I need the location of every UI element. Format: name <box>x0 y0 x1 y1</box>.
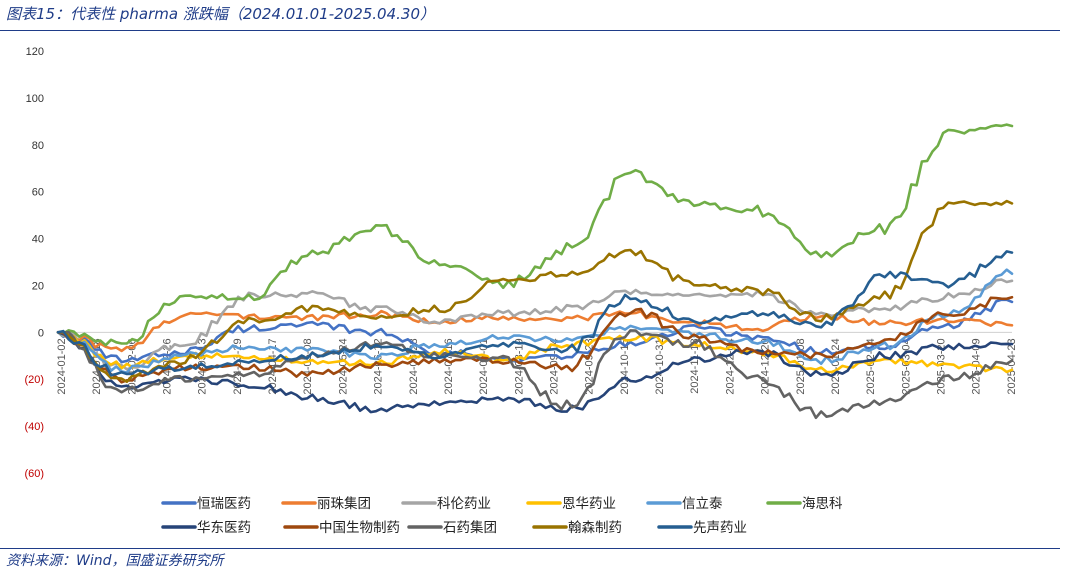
legend-item: 恩华药业 <box>526 496 616 512</box>
title-rule <box>0 30 1060 31</box>
legend-label: 先声药业 <box>693 520 747 536</box>
x-tick-label: 2025-02-14 <box>865 338 877 394</box>
legend-label: 中国生物制药 <box>319 520 400 536</box>
y-axis: 120 100 80 60 40 20 0 (20) (40) (60) <box>24 46 1012 480</box>
y-tick-label: 20 <box>32 280 44 292</box>
legend-item: 中国生物制药 <box>283 520 400 536</box>
series-line-6 <box>56 331 1014 414</box>
legend-item: 先声药业 <box>657 520 747 536</box>
y-tick-label: (60) <box>24 468 44 480</box>
legend-label: 翰森制药 <box>568 520 622 536</box>
x-tick-label: 2025-03-04 <box>900 338 912 394</box>
legend-label: 海思科 <box>802 496 843 512</box>
series-line-3 <box>56 331 1014 374</box>
y-tick-label: 40 <box>32 234 44 246</box>
series-lines <box>56 123 1014 420</box>
legend-item: 丽珠集团 <box>281 496 371 512</box>
x-tick-label: 2024-10-31 <box>654 338 666 394</box>
series-line-5 <box>56 123 1014 347</box>
legend-label: 恩华药业 <box>562 496 616 512</box>
y-tick-label: 0 <box>38 327 44 339</box>
x-tick-label: 2024-08-01 <box>478 338 490 394</box>
legend-item: 恒瑞医药 <box>161 496 251 512</box>
line-chart: 120 100 80 60 40 20 0 (20) (40) (60) 2024-01-02 20… <box>24 46 1018 536</box>
series-line-10 <box>56 250 1014 377</box>
legend-item: 翰森制药 <box>532 520 622 536</box>
y-tick-label: 80 <box>32 140 44 152</box>
series-line-7 <box>56 295 1014 384</box>
legend-item: 科伦药业 <box>401 496 491 512</box>
x-tick-label: 2024-01-02 <box>56 338 68 394</box>
x-tick-label: 2024-06-12 <box>373 338 385 394</box>
x-tick-label: 2024-11-18 <box>689 338 701 393</box>
legend-item: 石药集团 <box>407 520 497 536</box>
series-line-1 <box>56 309 1014 353</box>
y-tick-label: 120 <box>26 46 44 58</box>
y-tick-label: (40) <box>24 421 44 433</box>
figure-title: 图表15：代表性 pharma 涨跌幅（2024.01.01-2025.04.3… <box>6 5 435 23</box>
series-line-2 <box>56 278 1014 371</box>
legend-item: 海思科 <box>766 496 843 512</box>
source-note: 资料来源：Wind，国盛证券研究所 <box>6 553 224 569</box>
x-tick-label: 2025-04-23 <box>1006 338 1018 394</box>
source-rule <box>0 548 1060 549</box>
legend-label: 恒瑞医药 <box>197 496 251 512</box>
legend-item: 信立泰 <box>646 496 723 512</box>
series-line-4 <box>56 268 1014 374</box>
x-tick-label: 2024-08-19 <box>513 338 525 394</box>
y-tick-label: 60 <box>32 187 44 199</box>
legend-label: 丽珠集团 <box>317 496 371 512</box>
x-tick-label: 2024-09-04 <box>548 338 560 394</box>
legend-item: 华东医药 <box>161 520 251 536</box>
legend-label: 华东医药 <box>197 520 251 536</box>
legend-label: 信立泰 <box>682 496 723 512</box>
x-tick-label: 2024-05-08 <box>302 338 314 394</box>
x-tick-label: 2024-12-20 <box>760 338 772 394</box>
x-tick-label: 2024-04-17 <box>267 338 279 394</box>
y-tick-label: (20) <box>24 374 44 386</box>
legend-label: 石药集团 <box>443 520 497 536</box>
series-line-8 <box>56 329 1014 420</box>
y-tick-label: 100 <box>26 93 44 105</box>
legend-label: 科伦药业 <box>437 496 491 512</box>
x-tick-label: 2024-03-29 <box>232 338 244 394</box>
series-line-9 <box>56 199 1014 383</box>
